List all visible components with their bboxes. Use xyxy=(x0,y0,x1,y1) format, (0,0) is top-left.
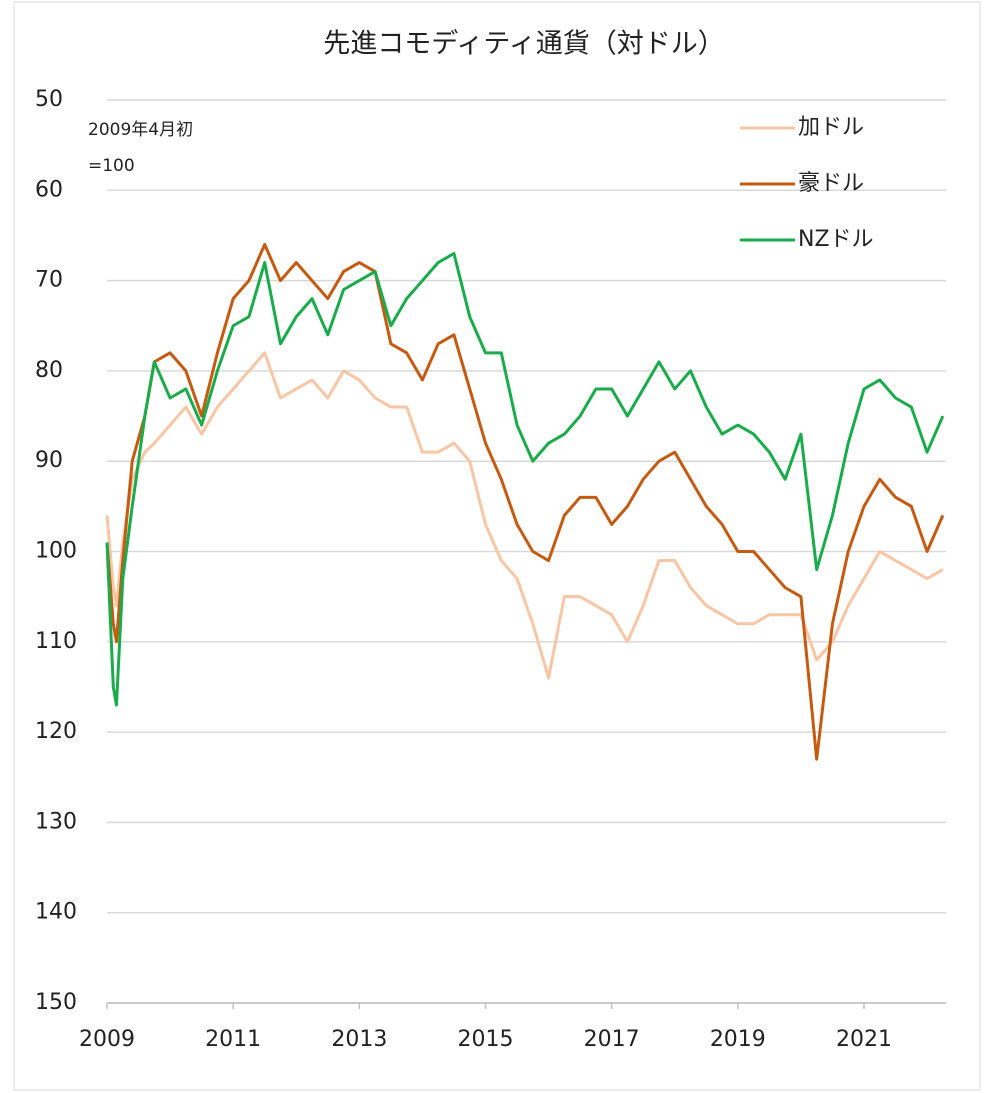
annotation: 2009年4月初 xyxy=(88,120,193,140)
x-tick-label: 2017 xyxy=(584,1027,640,1052)
legend-label: NZドル xyxy=(798,227,874,252)
series-line xyxy=(105,252,945,707)
legend-label: 豪ドル xyxy=(798,171,864,196)
x-tick-label: 2009 xyxy=(79,1027,135,1052)
x-tick-label: 2021 xyxy=(836,1027,892,1052)
x-tick-label: 2015 xyxy=(457,1027,513,1052)
chart-title: 先進コモディティ通貨（対ドル） xyxy=(323,29,725,60)
y-tick-label: 70 xyxy=(35,268,63,293)
frame xyxy=(13,1,981,1091)
y-tick-label: 60 xyxy=(35,177,63,202)
y-tick-label: 140 xyxy=(35,900,77,925)
legend-label: 加ドル xyxy=(798,115,864,140)
y-tick-label: 110 xyxy=(35,629,77,654)
series-line xyxy=(105,351,944,680)
x-tick-label: 2019 xyxy=(710,1027,766,1052)
x-tick-label: 2013 xyxy=(331,1027,387,1052)
x-tick-label: 2011 xyxy=(205,1027,261,1052)
y-tick-label: 90 xyxy=(35,448,63,473)
y-tick-label: 120 xyxy=(35,719,77,744)
y-tick-label: 50 xyxy=(35,87,63,112)
annotation: =100 xyxy=(88,156,135,176)
series-line xyxy=(105,242,945,761)
y-tick-label: 100 xyxy=(35,539,77,564)
y-tick-label: 130 xyxy=(35,809,77,834)
y-tick-label: 80 xyxy=(35,358,63,383)
y-tick-label: 150 xyxy=(35,990,77,1015)
